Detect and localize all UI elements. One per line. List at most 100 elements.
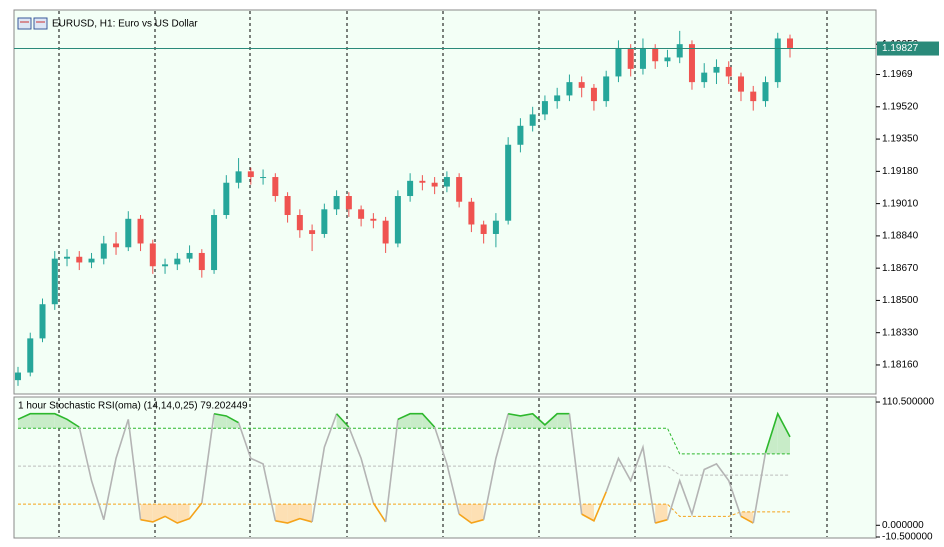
candle-body [321, 209, 328, 234]
candle-body [186, 252, 193, 259]
y-tick-label: 1.19350 [882, 134, 919, 145]
oscillator-line [568, 413, 583, 515]
candle-body [223, 182, 230, 216]
candle-body [345, 196, 352, 210]
y-tick-label: 1.18330 [882, 327, 919, 338]
symbol-icons [17, 17, 48, 30]
y-tick-label: 1.18670 [882, 263, 919, 274]
candle-body [382, 220, 389, 244]
oscillator-line [752, 452, 767, 524]
candle-body [517, 125, 524, 145]
chart-title: EURUSD, H1: Euro vs US Dollar [52, 19, 198, 30]
oscillator-line [666, 462, 742, 520]
oversold-fill [165, 504, 178, 524]
y-tick-label: 1.19180 [882, 166, 919, 177]
candle-body [566, 82, 573, 96]
candle-body [260, 177, 267, 179]
candle-body [431, 182, 438, 187]
oversold-fill [140, 504, 153, 522]
level-line [18, 427, 790, 455]
candle-body [676, 44, 683, 58]
candle-body [162, 264, 169, 267]
overbought-fill [397, 413, 411, 429]
candle-body [137, 218, 144, 244]
oscillator-line [17, 412, 80, 428]
overbought-fill [214, 413, 227, 429]
candle-body [737, 76, 744, 92]
candle-body [284, 196, 291, 216]
candle-body [407, 180, 414, 197]
candle-body [309, 230, 316, 234]
candle-body [149, 243, 156, 267]
y-tick-label: 1.1969 [882, 69, 913, 80]
candle-body [505, 144, 512, 221]
overbought-fill [557, 413, 570, 429]
indicator-title: 1 hour Stochastic RSI(oma) (14,14,0,25) … [18, 401, 248, 412]
y-tick-label: 1.19520 [882, 101, 919, 112]
candle-body [211, 215, 218, 271]
candle-body [39, 304, 46, 339]
oscillator-line [433, 426, 460, 515]
oscillator-line [201, 413, 215, 504]
candle-body [652, 47, 659, 62]
candle-body [88, 258, 95, 263]
overbought-fill [54, 413, 68, 429]
oversold-fill [287, 504, 300, 524]
overbought-fill [226, 415, 239, 429]
overbought-fill [30, 413, 43, 429]
oscillator-line [740, 515, 754, 524]
candle-body [762, 82, 769, 102]
candle-body [627, 47, 634, 69]
overbought-fill [42, 413, 55, 429]
oscillator-line [508, 412, 570, 426]
oscillator-line [237, 422, 277, 521]
oversold-fill [459, 504, 472, 524]
oscillator-line [372, 502, 387, 523]
candle-body [664, 57, 671, 62]
candle-body [713, 66, 720, 73]
candle-body [725, 66, 732, 77]
current-price-box [877, 41, 939, 56]
oscillator-line [384, 419, 399, 523]
overbought-fill [520, 413, 533, 429]
candle-body [100, 243, 107, 259]
candle-body [480, 224, 487, 234]
oscillator-line [275, 517, 313, 524]
oscillator-line [311, 413, 338, 523]
y-tick-label: 1.19010 [882, 198, 919, 209]
candle-body [370, 218, 377, 221]
candle-body [113, 243, 120, 248]
candle-body [639, 47, 646, 69]
oscillator-line [654, 518, 668, 524]
current-price-label: 1.19827 [882, 43, 919, 54]
candle-body [554, 95, 561, 102]
oscillator-line [397, 412, 436, 428]
candle-body [296, 215, 303, 231]
candle-body [394, 196, 401, 244]
candle-body [701, 72, 708, 83]
oscillator-line [140, 502, 203, 524]
candle-body [443, 177, 450, 187]
level-line [18, 465, 790, 476]
candle-body [198, 252, 205, 271]
level-line [18, 503, 790, 517]
candle-body [333, 196, 340, 210]
candle-body [468, 201, 475, 225]
candle-body [419, 180, 426, 183]
oscillator-line [458, 513, 484, 524]
oversold-fill [471, 504, 484, 524]
candle-body [578, 82, 585, 88]
candle-body [64, 256, 71, 259]
oscillator-line [336, 413, 350, 428]
price-pane [13, 9, 877, 395]
candle-body [492, 220, 499, 234]
oscillator-line [213, 412, 239, 424]
oversold-fill [581, 504, 594, 521]
candle-body [688, 44, 695, 83]
candle-body [272, 177, 279, 197]
candle-body [541, 101, 548, 115]
candle-body [358, 209, 365, 219]
overbought-fill [18, 413, 31, 429]
candle-body [76, 256, 83, 263]
